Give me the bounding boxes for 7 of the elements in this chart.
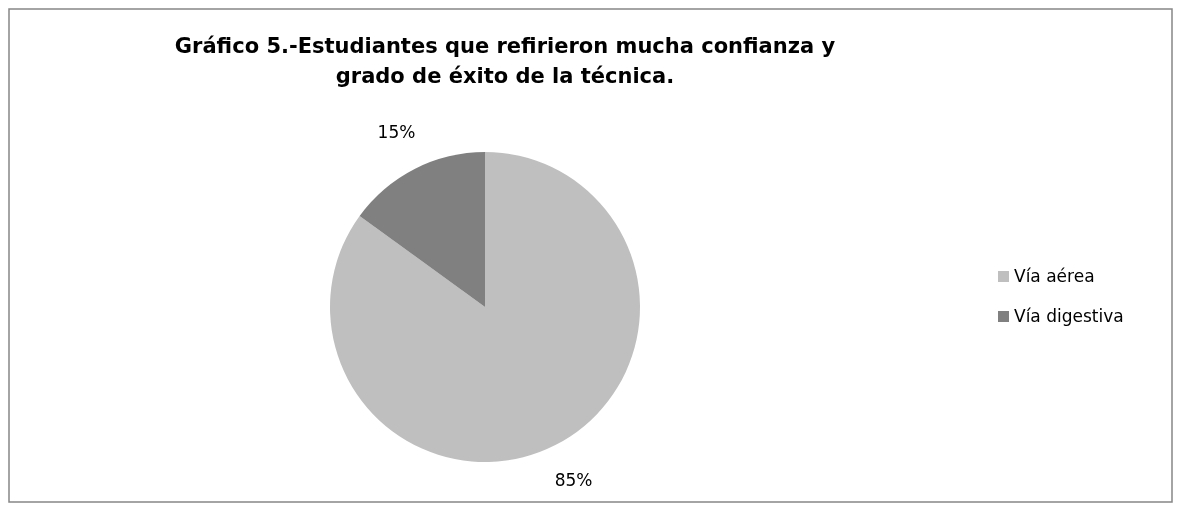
- legend-label: Vía digestiva: [1014, 306, 1124, 326]
- legend-label: Vía aérea: [1014, 266, 1095, 286]
- data-label: 15%: [377, 122, 416, 143]
- pie-slice: [330, 152, 640, 462]
- data-label: 85%: [554, 469, 593, 490]
- chart-title: Gráfico 5.-Estudiantes que refirieron mucha confianza y grado de éxito de la técnica.: [174, 34, 836, 88]
- pie-slice: [359, 152, 485, 307]
